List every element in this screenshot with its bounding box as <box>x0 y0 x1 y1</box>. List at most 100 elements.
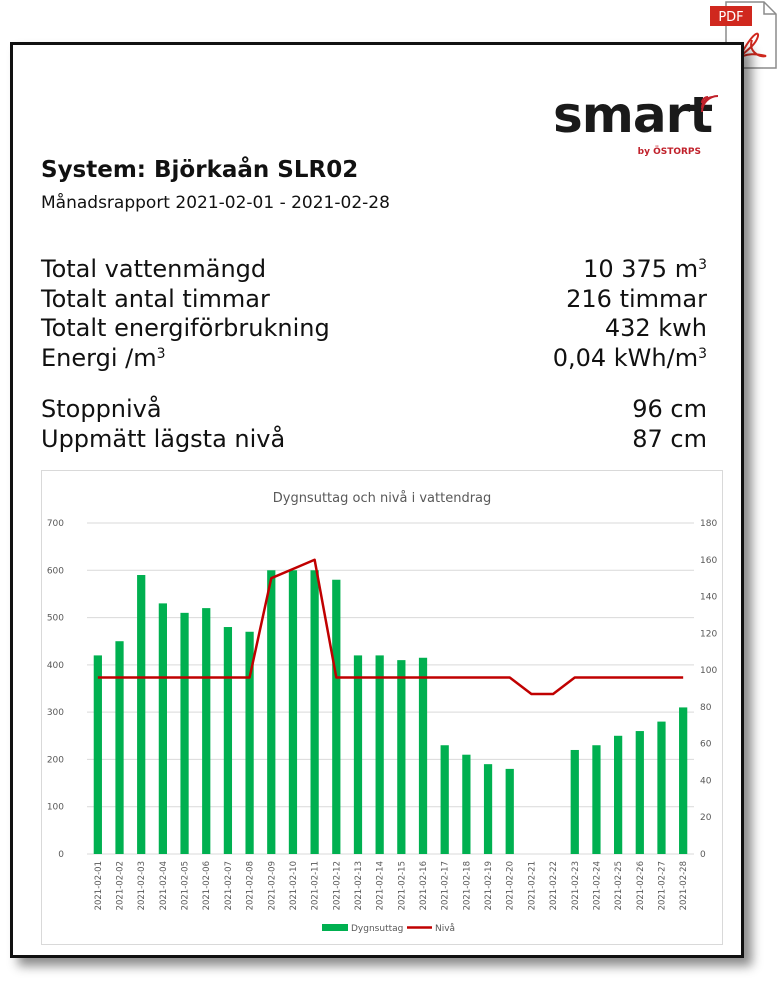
x-tick-label: 2021-02-06 <box>202 861 212 910</box>
y-left-tick-label: 700 <box>47 519 64 529</box>
y-left-tick-label: 600 <box>47 566 64 576</box>
report-page: smart by ÖSTORPS System: Björkaån SLR02 … <box>10 42 744 958</box>
y-right-tick-label: 160 <box>700 556 717 566</box>
y-right-tick-label: 80 <box>700 703 712 713</box>
y-left-tick-label: 200 <box>47 755 64 765</box>
x-tick-label: 2021-02-09 <box>267 861 277 910</box>
stat-value: 10 375 m3 <box>583 255 707 283</box>
bar-dygnsuttag <box>267 570 276 854</box>
stat-value: 216 timmar <box>566 284 707 313</box>
bar-dygnsuttag <box>353 655 363 854</box>
x-tick-label: 2021-02-27 <box>657 861 667 910</box>
chart-title: Dygnsuttag och nivå i vattendrag <box>273 491 492 506</box>
legend-label-bar: Dygnsuttag <box>351 924 403 934</box>
y-left-tick-label: 400 <box>47 661 64 671</box>
x-tick-label: 2021-02-07 <box>224 861 234 910</box>
stat-row-total-water: Total vattenmängd 10 375 m3 <box>41 255 721 285</box>
stat-value: 96 cm <box>632 395 707 423</box>
y-right-tick-label: 40 <box>700 776 712 786</box>
bar-dygnsuttag <box>223 627 233 854</box>
bar-dygnsuttag <box>462 754 471 854</box>
x-tick-label: 2021-02-18 <box>462 861 472 910</box>
bar-dygnsuttag <box>93 655 102 854</box>
bar-dygnsuttag <box>614 735 623 854</box>
x-tick-label: 2021-02-21 <box>527 861 537 910</box>
x-tick-label: 2021-02-03 <box>137 861 147 910</box>
x-tick-label: 2021-02-05 <box>181 861 191 910</box>
x-tick-label: 2021-02-14 <box>376 861 386 910</box>
x-tick-label: 2021-02-11 <box>311 861 321 910</box>
bar-dygnsuttag <box>202 608 211 854</box>
combo-chart: Dygnsuttag och nivå i vattendrag01002003… <box>47 491 718 934</box>
y-right-tick-label: 120 <box>700 629 717 639</box>
bar-dygnsuttag <box>635 731 644 854</box>
signal-waves-icon <box>701 95 719 113</box>
x-tick-label: 2021-02-16 <box>419 861 429 910</box>
bar-dygnsuttag <box>115 641 124 854</box>
x-tick-label: 2021-02-13 <box>354 861 364 910</box>
x-tick-label: 2021-02-20 <box>506 861 516 910</box>
bar-dygnsuttag <box>418 657 428 854</box>
x-tick-label: 2021-02-24 <box>592 861 602 910</box>
x-tick-label: 2021-02-25 <box>614 861 624 910</box>
smart-logo: smart by ÖSTORPS <box>553 85 723 181</box>
stat-value: 432 kwh <box>604 314 707 342</box>
stat-row-stop-level: Stoppnivå 96 cm <box>41 395 721 425</box>
bar-dygnsuttag <box>505 768 514 854</box>
y-left-tick-label: 100 <box>47 803 64 813</box>
x-tick-label: 2021-02-12 <box>332 861 342 910</box>
x-tick-label: 2021-02-01 <box>94 861 104 910</box>
bar-dygnsuttag <box>137 575 146 854</box>
bar-dygnsuttag <box>483 764 493 854</box>
bar-dygnsuttag <box>310 570 319 854</box>
x-tick-label: 2021-02-04 <box>159 861 169 910</box>
stat-value: 0,04 kWh/m3 <box>552 343 707 372</box>
bar-dygnsuttag <box>440 745 449 854</box>
stat-value: 87 cm <box>632 424 707 453</box>
y-right-tick-label: 0 <box>700 850 706 860</box>
x-tick-label: 2021-02-15 <box>397 861 407 910</box>
stat-label: Uppmätt lägsta nivå <box>41 424 286 453</box>
bar-dygnsuttag <box>679 707 688 854</box>
y-right-tick-label: 100 <box>700 666 717 676</box>
stat-label: Energi /m3 <box>41 343 166 372</box>
bar-dygnsuttag <box>245 631 254 854</box>
stat-label: Totalt antal timmar <box>41 284 270 313</box>
bar-dygnsuttag <box>570 749 579 854</box>
y-right-tick-label: 20 <box>700 813 712 823</box>
legend-label-line: Nivå <box>435 923 455 934</box>
bar-dygnsuttag <box>180 612 189 854</box>
y-left-tick-label: 300 <box>47 708 64 718</box>
stat-row-lowest-level: Uppmätt lägsta nivå 87 cm <box>41 425 721 455</box>
stat-label: Stoppnivå <box>41 395 162 423</box>
pdf-badge-label: PDF <box>718 10 743 25</box>
logo-wordmark: smart <box>553 86 713 144</box>
x-tick-label: 2021-02-28 <box>679 861 689 910</box>
legend-swatch-bar <box>322 924 348 931</box>
logo-subtitle: by ÖSTORPS <box>637 147 701 157</box>
stats-table: Total vattenmängd 10 375 m3 Totalt antal… <box>41 255 721 454</box>
x-tick-label: 2021-02-22 <box>549 861 559 910</box>
report-title: System: Björkaån SLR02 <box>41 157 359 183</box>
report-period: Månadsrapport 2021-02-01 - 2021-02-28 <box>41 193 390 213</box>
stat-row-total-hours: Totalt antal timmar 216 timmar <box>41 285 721 315</box>
x-tick-label: 2021-02-08 <box>246 861 256 910</box>
stat-row-total-energy: Totalt energiförbrukning 432 kwh <box>41 314 721 344</box>
x-tick-label: 2021-02-17 <box>441 861 451 910</box>
y-left-tick-label: 0 <box>58 850 64 860</box>
bar-dygnsuttag <box>375 655 384 854</box>
bar-dygnsuttag <box>332 579 341 854</box>
y-left-tick-label: 500 <box>47 614 64 624</box>
x-tick-label: 2021-02-19 <box>484 861 494 910</box>
chart-container: Dygnsuttag och nivå i vattendrag 0 100 200 3… <box>41 470 723 945</box>
line-niva <box>97 558 684 696</box>
x-tick-label: 2021-02-10 <box>289 861 299 910</box>
stat-row-energy-per-m3: Energi /m3 0,04 kWh/m3 <box>41 344 721 374</box>
y-right-tick-label: 180 <box>700 519 717 529</box>
bar-dygnsuttag <box>657 721 666 854</box>
x-tick-label: 2021-02-23 <box>571 861 581 910</box>
stat-label: Totalt energiförbrukning <box>41 314 330 342</box>
y-right-tick-label: 140 <box>700 593 717 603</box>
x-tick-label: 2021-02-02 <box>116 861 126 910</box>
bar-dygnsuttag <box>592 745 601 854</box>
